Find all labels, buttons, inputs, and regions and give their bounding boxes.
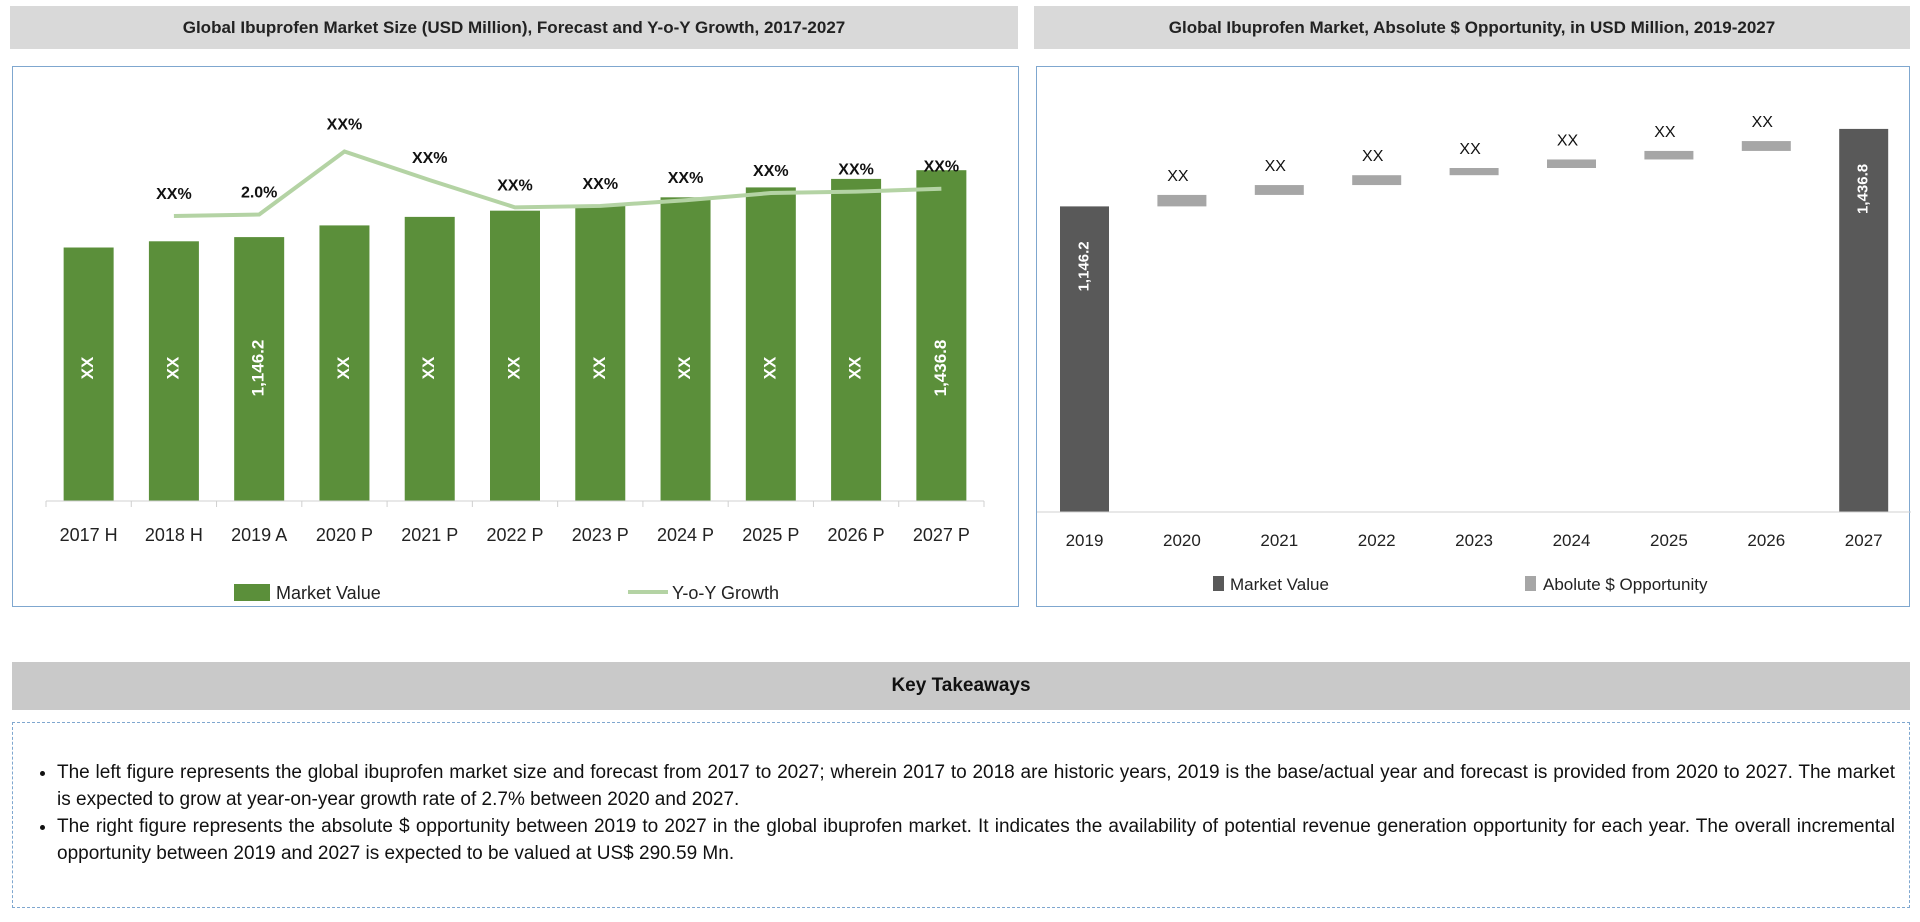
growth-data-label: XX% <box>327 117 363 134</box>
market-value-bar <box>319 225 370 502</box>
x-tick-label: 2022 <box>1358 531 1396 550</box>
left-chart-panel: XX 2017 H XX 2018 H 1,146.2 2019 A XX 2020 P XX 2… <box>12 66 1019 607</box>
opportunity-data-label: XX <box>1459 141 1481 158</box>
legend-label-market-value: Market Value <box>276 583 381 603</box>
opportunity-data-label: XX <box>1557 132 1579 149</box>
market-size-chart: XX 2017 H XX 2018 H 1,146.2 2019 A XX 2020 P XX 2… <box>45 117 985 603</box>
x-tick-label: 2027 <box>1845 531 1883 550</box>
x-tick-label: 2023 P <box>572 525 629 545</box>
market-value-bar <box>490 210 540 502</box>
bar-value-label: 1,436.8 <box>931 340 950 397</box>
legend-swatch-market-value <box>1213 576 1224 591</box>
key-takeaways-box: The left figure represents the global ib… <box>12 722 1910 908</box>
opportunity-bar <box>1254 185 1304 195</box>
bar-value-label: XX <box>760 356 779 379</box>
x-tick-label: 2021 <box>1260 531 1298 550</box>
right-chart-panel: 1,146.2 2019 XX 2020 XX 2021 XX 2022 XX 2023 XX 202… <box>1036 66 1911 607</box>
market-value-bar <box>575 205 626 501</box>
bar-value-label: 1,146.2 <box>1075 241 1092 291</box>
legend-swatch-opportunity <box>1525 576 1536 591</box>
opportunity-data-label: XX <box>1654 124 1676 141</box>
x-tick-label: 2019 <box>1066 531 1104 550</box>
opportunity-data-label: XX <box>1265 158 1287 175</box>
market-value-bar <box>831 178 882 501</box>
legend-label-yoy-growth: Y-o-Y Growth <box>672 583 779 603</box>
x-tick-label: 2022 P <box>486 525 543 545</box>
x-tick-label: 2023 <box>1455 531 1493 550</box>
key-takeaways-title: Key Takeaways <box>12 662 1910 710</box>
market-value-bar <box>148 241 199 501</box>
bar-value-label: XX <box>504 356 523 379</box>
bar-value-label: 1,146.2 <box>249 340 268 397</box>
x-tick-label: 2019 A <box>231 525 287 545</box>
takeaway-item: The left figure represents the global ib… <box>57 759 1895 813</box>
market-value-bar <box>1839 128 1889 513</box>
market-value-bar <box>660 197 711 501</box>
opportunity-bar <box>1644 150 1694 160</box>
market-value-bar <box>63 247 114 501</box>
growth-data-label: XX% <box>838 162 874 179</box>
bar-value-label: XX <box>846 356 865 379</box>
opportunity-bar <box>1449 167 1499 176</box>
opportunity-data-label: XX <box>1752 114 1774 131</box>
opportunity-bar <box>1352 175 1402 186</box>
x-tick-label: 2026 P <box>828 525 885 545</box>
growth-data-label: 2.0% <box>241 185 277 202</box>
bar-value-label: 1,436.8 <box>1855 164 1872 214</box>
x-tick-label: 2020 <box>1163 531 1201 550</box>
market-value-bar <box>1060 206 1109 512</box>
market-value-bar <box>745 187 796 501</box>
legend-label-opportunity: Abolute $ Opportunity <box>1543 575 1708 594</box>
opportunity-bar <box>1157 194 1207 207</box>
market-value-bar <box>234 237 285 501</box>
x-tick-label: 2026 <box>1747 531 1785 550</box>
market-value-bar <box>916 170 967 501</box>
bar-value-label: XX <box>78 356 97 379</box>
market-value-bar <box>404 216 455 501</box>
x-tick-label: 2024 P <box>657 525 714 545</box>
bar-value-label: XX <box>675 356 694 379</box>
right-chart-title: Global Ibuprofen Market, Absolute $ Oppo… <box>1034 6 1910 49</box>
growth-data-label: XX% <box>497 177 533 194</box>
yoy-growth-line <box>173 149 942 218</box>
growth-data-label: XX% <box>753 163 789 180</box>
bar-value-label: XX <box>419 356 438 379</box>
x-tick-label: 2017 H <box>60 525 118 545</box>
legend-swatch-market-value <box>234 584 270 601</box>
growth-data-label: XX% <box>582 176 618 193</box>
x-tick-label: 2025 P <box>742 525 799 545</box>
bar-value-label: XX <box>163 356 182 379</box>
growth-data-label: XX% <box>924 159 960 176</box>
x-tick-label: 2024 <box>1553 531 1591 550</box>
x-tick-label: 2020 P <box>316 525 373 545</box>
x-tick-label: 2021 P <box>401 525 458 545</box>
absolute-opportunity-chart: 1,146.2 2019 XX 2020 XX 2021 XX 2022 XX 2023 XX 202… <box>1037 114 1911 594</box>
takeaway-item: The right figure represents the absolute… <box>57 813 1895 867</box>
opportunity-bar <box>1741 141 1791 151</box>
bar-value-label: XX <box>334 356 353 379</box>
opportunity-data-label: XX <box>1362 148 1384 165</box>
bar-value-label: XX <box>590 356 609 379</box>
left-chart-title: Global Ibuprofen Market Size (USD Millio… <box>10 6 1018 49</box>
growth-data-label: XX% <box>156 186 192 203</box>
growth-data-label: XX% <box>412 150 448 167</box>
x-tick-label: 2018 H <box>145 525 203 545</box>
opportunity-bar <box>1547 159 1596 168</box>
x-tick-label: 2025 <box>1650 531 1688 550</box>
x-tick-label: 2027 P <box>913 525 970 545</box>
legend-label-market-value: Market Value <box>1230 575 1329 594</box>
growth-data-label: XX% <box>668 170 704 187</box>
opportunity-data-label: XX <box>1167 168 1189 185</box>
